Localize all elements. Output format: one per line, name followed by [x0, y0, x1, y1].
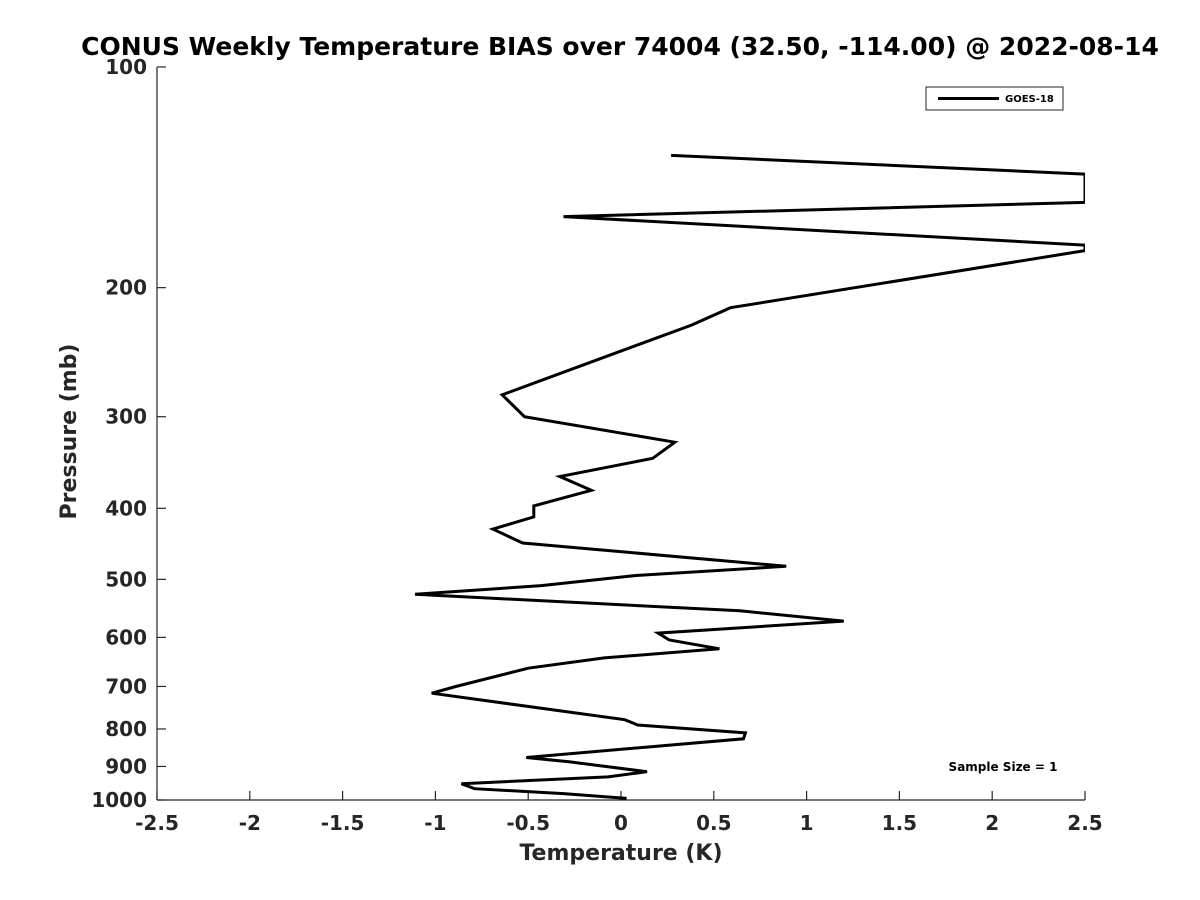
x-tick-label: 1.5: [882, 811, 917, 835]
y-tick-label: 400: [105, 496, 147, 520]
y-tick-label: 900: [105, 754, 147, 778]
y-tick-label: 600: [105, 625, 147, 649]
x-tick-label: 0.5: [696, 811, 731, 835]
y-tick-label: 200: [105, 276, 147, 300]
chart-title: CONUS Weekly Temperature BIAS over 74004…: [81, 32, 1159, 61]
x-tick-label: -2: [239, 811, 261, 835]
y-ticks: 100 200 300 400 500 600 700 800 900 1000: [91, 55, 166, 812]
y-tick-label: 1000: [91, 788, 147, 812]
x-tick-label: 2: [985, 811, 999, 835]
series-layer: [414, 153, 1085, 800]
y-tick-label: 500: [105, 567, 147, 591]
x-tick-label: 1: [800, 811, 814, 835]
y-tick-label: 100: [105, 55, 147, 79]
y-tick-label: 800: [105, 717, 147, 741]
x-tick-label: -1.5: [321, 811, 365, 835]
x-tick-label: -2.5: [135, 811, 179, 835]
y-tick-label: 300: [105, 405, 147, 429]
legend-entry-goes-18: GOES-18: [1005, 94, 1054, 105]
y-tick-label: 700: [105, 674, 147, 698]
x-axis-label: Temperature (K): [519, 841, 722, 866]
x-tick-label: 0: [614, 811, 628, 835]
sample-size-annotation: Sample Size = 1: [949, 760, 1058, 774]
series-line-goes-18: [414, 153, 1085, 800]
legend[interactable]: GOES-18: [925, 86, 1064, 111]
x-tick-label: -1: [424, 811, 446, 835]
plot-area: -2.5 -2 -1.5 -1 -0.5 0 0.5 1 1.5 2 2.5 100 200 300 40…: [91, 55, 1102, 835]
x-ticks: -2.5 -2 -1.5 -1 -0.5 0 0.5 1 1.5 2 2.5: [135, 791, 1103, 835]
x-tick-label: -0.5: [506, 811, 550, 835]
x-tick-label: 2.5: [1067, 811, 1102, 835]
y-axis-label: Pressure (mb): [57, 344, 82, 520]
